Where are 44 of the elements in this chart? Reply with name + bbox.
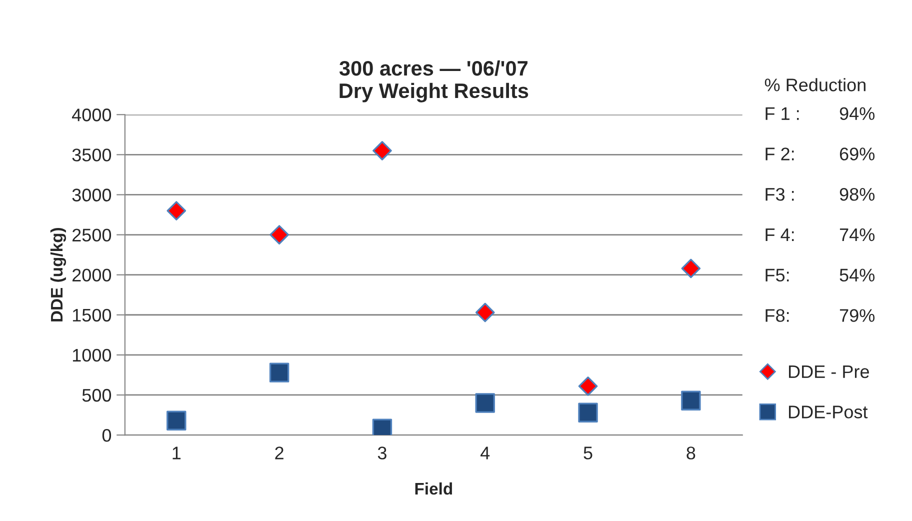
y-tick-label: 4000 bbox=[72, 108, 112, 122]
y-tick-label: 3000 bbox=[72, 188, 112, 202]
text: % Reduction bbox=[764, 78, 866, 92]
text: 94% bbox=[840, 107, 875, 120]
point bbox=[166, 410, 186, 430]
text: 54% bbox=[840, 268, 875, 282]
x-tick-label: 1 bbox=[172, 446, 181, 460]
legend-label: DDE - Pre bbox=[788, 365, 869, 378]
text: F3 : bbox=[766, 188, 794, 201]
point bbox=[681, 390, 701, 410]
point bbox=[269, 362, 290, 382]
text: 98% bbox=[840, 188, 875, 201]
text: F8: bbox=[766, 309, 789, 322]
y-tick-label: 2500 bbox=[72, 228, 112, 242]
point bbox=[681, 258, 701, 278]
legend-label: DDE-Post bbox=[788, 406, 868, 418]
text: F 2: bbox=[766, 148, 794, 160]
y-axis-title: DDE (ug/kg) bbox=[50, 228, 66, 322]
x-axis-title: Field bbox=[415, 482, 452, 495]
y-tick-label: 0 bbox=[102, 428, 112, 442]
text: F 1 : bbox=[766, 107, 799, 120]
chart-title: 300 acres — '06/'07 Dry Weight Results bbox=[339, 60, 528, 102]
x-tick-label: 8 bbox=[686, 446, 696, 460]
text: F 4: bbox=[766, 228, 794, 241]
text: 79% bbox=[840, 309, 875, 322]
point bbox=[578, 402, 598, 422]
y-tick-label: 2000 bbox=[72, 268, 112, 282]
x-tick-label: 2 bbox=[275, 446, 284, 460]
y-tick-label: 1500 bbox=[72, 308, 112, 322]
y-tick-label: 1000 bbox=[72, 348, 112, 362]
y-tick-label: 500 bbox=[82, 388, 112, 402]
x-tick-label: 3 bbox=[378, 446, 386, 460]
point bbox=[578, 376, 598, 396]
x-tick-label: 4 bbox=[480, 446, 490, 460]
point bbox=[475, 302, 495, 322]
point bbox=[270, 225, 289, 244]
text: 74% bbox=[840, 228, 875, 242]
text: F5: bbox=[766, 268, 789, 282]
point bbox=[475, 393, 495, 413]
point bbox=[372, 140, 392, 160]
y-tick-label: 3500 bbox=[72, 148, 112, 162]
point bbox=[166, 201, 186, 220]
text: 69% bbox=[840, 148, 875, 160]
x-tick-label: 5 bbox=[584, 446, 592, 460]
